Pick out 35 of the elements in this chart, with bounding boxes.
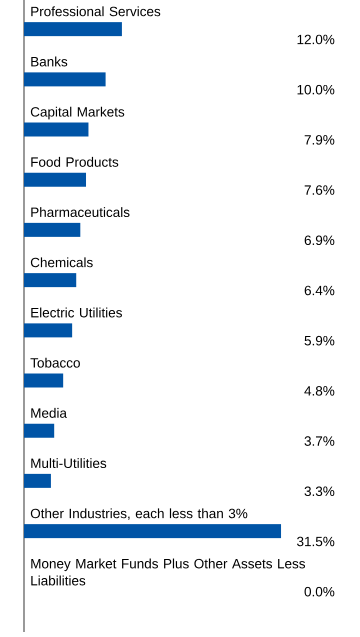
data-label: 5.9% [304,336,334,346]
bar [24,22,122,36]
y-tick-label: Capital Markets [30,106,124,120]
bar [24,524,282,538]
y-tick-label: Pharmaceuticals [31,207,130,218]
bar [24,424,54,438]
data-label: 3.7% [304,436,334,446]
bar [24,273,76,288]
y-tick-label: Other Industries, each less than 3% [30,508,248,520]
bar [24,172,86,187]
bar [24,72,106,86]
data-label: 6.4% [304,286,334,296]
data-label: 7.9% [304,135,334,145]
data-label: 31.5% [297,536,334,546]
data-label: 7.6% [304,185,334,195]
bar [24,122,88,137]
y-tick-label: Media [31,408,67,418]
data-label: 0.0% [304,586,334,596]
bar [24,474,51,488]
data-label: 10.0% [298,84,334,94]
y-tick-label: Multi-Utilities [31,458,106,468]
bar [24,222,80,237]
y-tick-label: Tobacco [30,358,80,368]
bar [24,374,64,388]
data-label: 6.9% [304,235,334,246]
data-label: 4.8% [304,386,334,396]
data-label: 12.0% [298,34,334,44]
y-tick-label: Electric Utilities [31,308,122,318]
data-label: 3.3% [304,486,334,496]
y-tick-label: Banks [31,56,68,66]
y-tick-label: Food Products [31,156,118,167]
y-tick-label: Chemicals [30,257,93,268]
y-tick-label: Money Market Funds Plus Other Assets Less Liabilities [31,558,306,586]
y-tick-label: Professional Services [31,6,160,16]
bar [24,323,72,338]
